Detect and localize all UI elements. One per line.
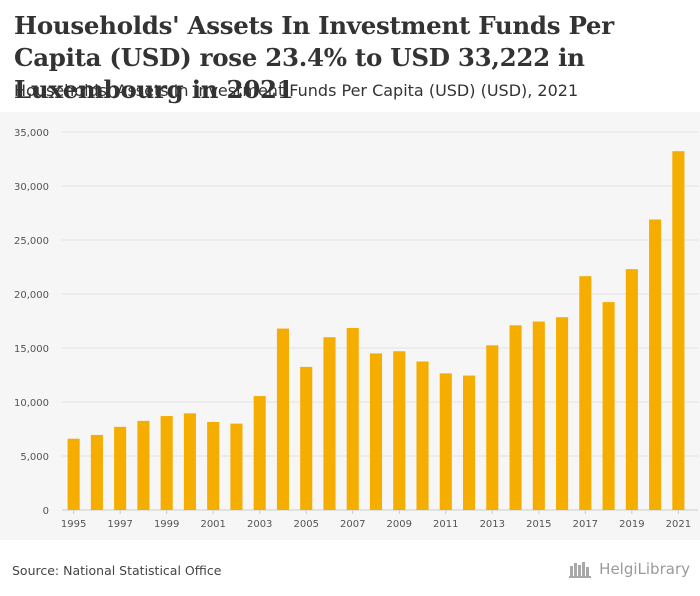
bar-2002 (230, 423, 243, 510)
x-tick-label: 1999 (154, 519, 179, 530)
x-tick-label: 2005 (293, 519, 318, 530)
bar-2020 (649, 219, 662, 510)
bar-1995 (67, 438, 80, 510)
bar-1997 (114, 426, 127, 510)
y-tick-label: 20,000 (14, 290, 49, 301)
chart-area: 0 5,000 10,000 15,000 20,000 25,000 30,000 35,0… (0, 112, 700, 540)
y-tick-label: 5,000 (20, 452, 49, 463)
brand[interactable]: HelgiLibrary (569, 560, 690, 578)
bar-2016 (556, 317, 569, 510)
bar-2013 (486, 345, 499, 510)
bar-1999 (160, 416, 173, 510)
bar-2011 (439, 373, 452, 510)
bar-2015 (532, 321, 545, 510)
library-logo-icon (569, 562, 592, 578)
bar-2012 (462, 375, 476, 510)
x-tick-label: 2001 (200, 519, 225, 530)
y-tick-label: 35,000 (14, 128, 49, 139)
x-tick-label: 2007 (340, 519, 365, 530)
x-tick-label: 1995 (61, 519, 86, 530)
x-tick-label: 2009 (387, 519, 412, 530)
bar-2018 (602, 302, 615, 510)
x-tick-label: 2017 (573, 519, 598, 530)
bar-2000 (183, 413, 196, 510)
bar-chart: 0 5,000 10,000 15,000 20,000 25,000 30,000 35,0… (14, 128, 698, 530)
bar-2008 (369, 353, 383, 510)
bar-2019 (625, 269, 638, 510)
bar-2007 (346, 328, 359, 510)
bar-2017 (579, 276, 592, 510)
bar-2004 (276, 328, 290, 510)
x-tick-label: 2003 (247, 519, 272, 530)
bar-2006 (323, 337, 336, 510)
brand-name: HelgiLibrary (599, 560, 690, 578)
y-tick-label: 10,000 (14, 398, 49, 409)
x-tick-label: 2011 (433, 519, 458, 530)
y-tick-label: 25,000 (14, 236, 49, 247)
bar-1998 (137, 420, 150, 510)
bar-2003 (253, 396, 266, 510)
x-tick-label: 2015 (526, 519, 551, 530)
bar-2021 (672, 151, 685, 510)
y-tick-label: 0 (43, 506, 49, 517)
chart-subtitle: Households' Assets In Investment Funds P… (14, 81, 579, 100)
bar-2014 (509, 325, 522, 510)
y-tick-label: 15,000 (14, 344, 49, 355)
y-tick-label: 30,000 (14, 182, 49, 193)
x-tick-label: 2013 (480, 519, 505, 530)
bar-2009 (393, 351, 406, 510)
bar-1996 (90, 434, 103, 510)
source-note: Source: National Statistical Office (12, 563, 222, 578)
x-tick-label: 2021 (666, 519, 691, 530)
page-title: Households' Assets In Investment Funds P… (14, 11, 614, 104)
bar-2010 (416, 361, 429, 510)
bar-2001 (207, 421, 220, 510)
x-tick-label: 2019 (619, 519, 644, 530)
x-tick-label: 1997 (107, 519, 132, 530)
bar-2005 (300, 366, 313, 510)
